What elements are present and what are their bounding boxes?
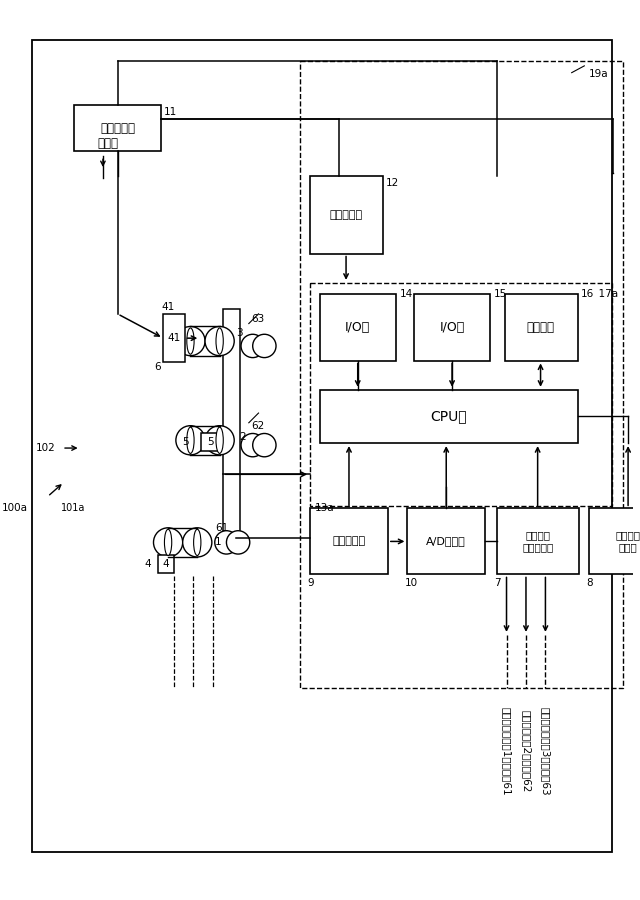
Text: 9: 9 xyxy=(307,579,314,589)
Ellipse shape xyxy=(187,428,194,454)
Bar xyxy=(163,314,184,363)
Bar xyxy=(158,555,174,572)
Bar xyxy=(589,508,640,574)
Circle shape xyxy=(182,527,212,557)
Text: 62: 62 xyxy=(252,421,265,431)
Text: 計量コンベヤ2のモータ62: 計量コンベヤ2のモータ62 xyxy=(521,710,531,793)
Text: 41: 41 xyxy=(167,333,180,343)
Text: 4: 4 xyxy=(163,559,170,569)
Bar xyxy=(310,176,383,254)
Bar xyxy=(504,294,577,361)
Bar xyxy=(407,508,485,574)
Text: 11: 11 xyxy=(164,107,177,117)
Text: 圧力センサ: 圧力センサ xyxy=(100,122,135,135)
Circle shape xyxy=(205,426,234,454)
Bar xyxy=(320,294,396,361)
Bar xyxy=(320,390,577,443)
Circle shape xyxy=(176,426,205,454)
Text: 41: 41 xyxy=(161,302,175,312)
Text: 2: 2 xyxy=(239,432,246,443)
Circle shape xyxy=(154,527,182,557)
Text: 102: 102 xyxy=(36,443,56,453)
Text: エアー: エアー xyxy=(97,137,118,150)
Bar xyxy=(201,434,221,451)
Bar xyxy=(223,309,240,537)
Text: 5: 5 xyxy=(182,437,189,447)
Text: A/D変換部: A/D変換部 xyxy=(426,536,466,546)
Circle shape xyxy=(215,531,238,554)
Text: 61: 61 xyxy=(215,523,228,533)
Circle shape xyxy=(205,327,234,356)
Bar xyxy=(310,508,388,574)
Text: 14: 14 xyxy=(399,289,413,299)
Text: 13a: 13a xyxy=(315,502,335,512)
Circle shape xyxy=(176,327,205,356)
Text: 重量センサ: 重量センサ xyxy=(332,536,365,546)
Text: 12: 12 xyxy=(386,177,399,188)
Ellipse shape xyxy=(187,328,194,355)
Bar xyxy=(497,508,579,574)
Text: 19a: 19a xyxy=(589,68,609,79)
Circle shape xyxy=(241,434,264,457)
Circle shape xyxy=(241,334,264,357)
Text: 63: 63 xyxy=(252,314,265,324)
Bar xyxy=(74,104,161,151)
Ellipse shape xyxy=(194,529,201,555)
Text: 8: 8 xyxy=(586,579,593,589)
Circle shape xyxy=(253,434,276,457)
Circle shape xyxy=(253,334,276,357)
Text: 5: 5 xyxy=(207,437,214,447)
Text: 17a: 17a xyxy=(592,289,618,299)
Text: 101a: 101a xyxy=(61,502,86,512)
Text: 15: 15 xyxy=(494,289,507,299)
Text: I/O部: I/O部 xyxy=(440,321,465,334)
Bar xyxy=(300,61,623,689)
Text: I/O部: I/O部 xyxy=(345,321,371,334)
Bar xyxy=(310,283,612,507)
Circle shape xyxy=(227,531,250,554)
Text: コンベヤ
駆動回路部: コンベヤ 駆動回路部 xyxy=(522,531,553,553)
Text: 16: 16 xyxy=(580,289,594,299)
Text: 操作設定
表示部: 操作設定 表示部 xyxy=(616,531,640,553)
Text: メモリ部: メモリ部 xyxy=(527,321,555,334)
Text: CPU部: CPU部 xyxy=(430,409,467,423)
Text: 振分けコンベヤ3のモータ63: 振分けコンベヤ3のモータ63 xyxy=(540,707,550,796)
Text: 3: 3 xyxy=(236,328,243,338)
Bar xyxy=(414,294,490,361)
Text: 送込みコンベヤ1のモータ61: 送込みコンベヤ1のモータ61 xyxy=(502,707,511,796)
Text: 6: 6 xyxy=(155,363,161,373)
Text: 7: 7 xyxy=(494,579,500,589)
Ellipse shape xyxy=(164,529,172,555)
Text: 1: 1 xyxy=(215,537,221,547)
Text: 駆動回路部: 駆動回路部 xyxy=(330,210,363,220)
Text: 100a: 100a xyxy=(2,503,28,513)
Text: 4: 4 xyxy=(145,559,152,569)
Ellipse shape xyxy=(216,328,223,355)
Text: 10: 10 xyxy=(404,579,417,589)
Ellipse shape xyxy=(216,428,223,454)
